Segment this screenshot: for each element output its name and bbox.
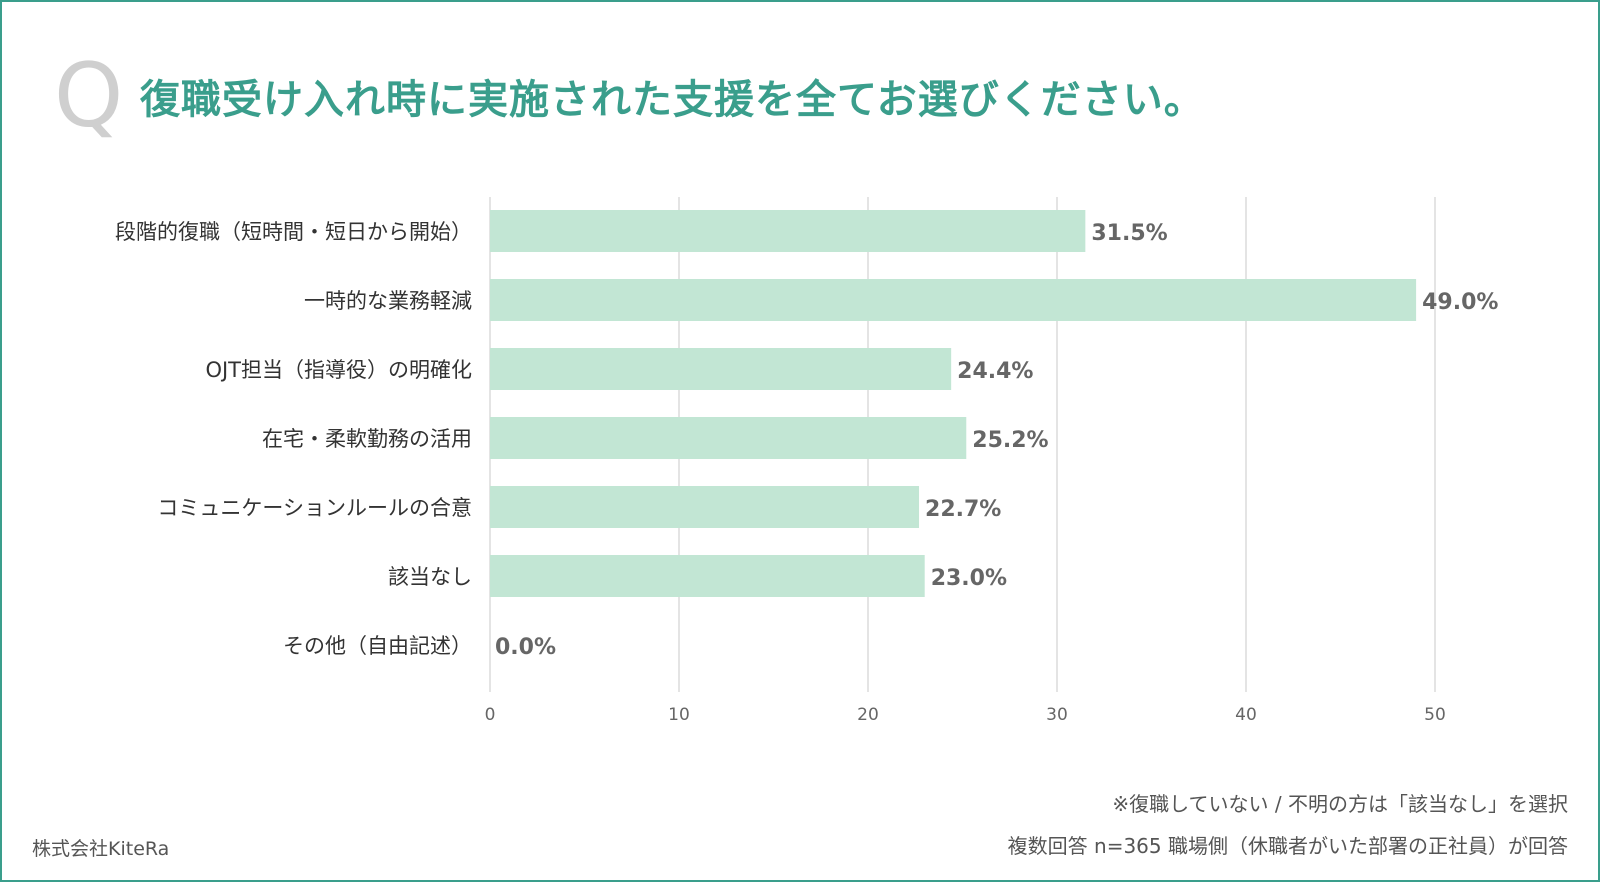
x-tick-label: 40 xyxy=(1235,705,1257,725)
category-label: OJT担当（指導役）の明確化 xyxy=(205,358,472,382)
value-label: 31.5% xyxy=(1091,221,1167,246)
q-icon: Q xyxy=(54,44,124,147)
value-label: 24.4% xyxy=(957,359,1033,384)
value-label: 25.2% xyxy=(972,428,1048,453)
footnote-sample: 複数回答 n=365 職場側（休職者がいた部署の正社員）が回答 xyxy=(1007,834,1568,858)
bar xyxy=(490,348,952,390)
category-label: 段階的復職（短時間・短日から開始） xyxy=(115,220,472,244)
value-label: 49.0% xyxy=(1422,290,1498,315)
chart-title: 復職受け入れ時に実施された支援を全てお選びください。 xyxy=(140,77,1205,123)
x-tick-label: 30 xyxy=(1046,705,1068,725)
bar xyxy=(490,555,925,597)
value-label: 23.0% xyxy=(931,566,1007,591)
value-label: 0.0% xyxy=(495,635,556,660)
category-label: 在宅・柔軟勤務の活用 xyxy=(262,427,472,451)
category-label: その他（自由記述） xyxy=(283,634,472,658)
value-label: 22.7% xyxy=(925,497,1001,522)
bar xyxy=(490,279,1417,321)
category-label: 一時的な業務軽減 xyxy=(304,289,472,313)
bar xyxy=(490,210,1086,252)
category-label: 該当なし xyxy=(388,565,472,589)
bar xyxy=(490,417,967,459)
category-label: コミュニケーションルールの合意 xyxy=(157,496,472,520)
bar xyxy=(490,486,920,528)
x-tick-label: 0 xyxy=(485,705,496,725)
footnote-selection: ※復職していない / 不明の方は「該当なし」を選択 xyxy=(1112,792,1568,816)
x-tick-label: 20 xyxy=(857,705,879,725)
x-tick-label: 10 xyxy=(668,705,690,725)
x-tick-label: 50 xyxy=(1424,705,1446,725)
company-credit: 株式会社KiteRa xyxy=(32,838,170,860)
